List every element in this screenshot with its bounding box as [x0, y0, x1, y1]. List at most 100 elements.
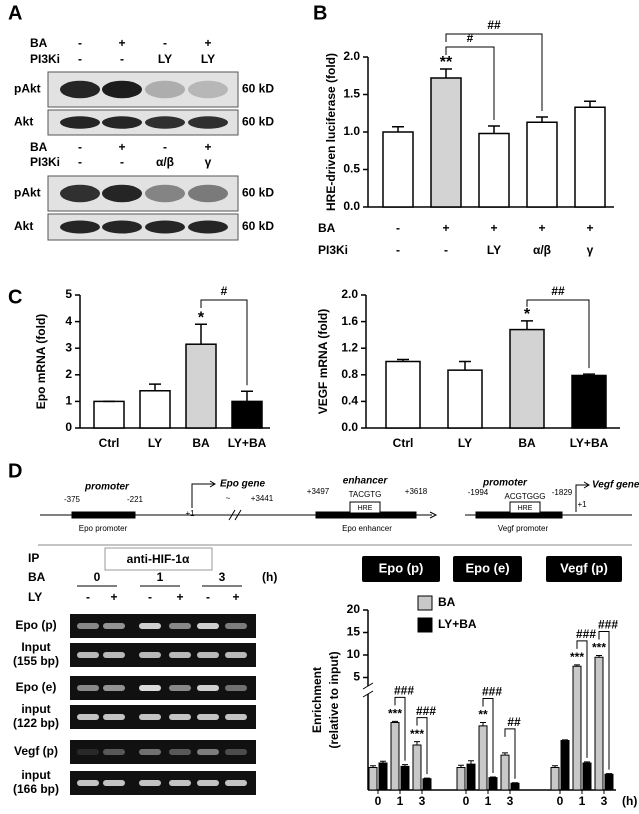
diagram-label: +3441	[251, 494, 274, 503]
x-tick-label: Ctrl	[99, 436, 120, 450]
gel-band	[169, 749, 191, 755]
blot-band	[188, 116, 228, 129]
error-bar	[502, 752, 508, 756]
gel-band	[225, 749, 247, 755]
time-label: 1	[157, 570, 164, 584]
x-tick-label: BA	[518, 436, 536, 450]
ip-label: IP	[28, 551, 39, 565]
error-bar	[380, 760, 386, 763]
diagram-label: -375	[64, 495, 81, 504]
diagram-label: Epo enhancer	[342, 524, 392, 533]
y-tick-label: 1.2	[341, 340, 358, 354]
condition-value: -	[444, 243, 448, 257]
blot-band	[102, 116, 142, 129]
condition-label: BA	[30, 140, 48, 154]
x-tick-label: 3	[601, 794, 608, 808]
bar	[447, 369, 483, 429]
group-header: Epo (p)	[379, 560, 424, 575]
gel-band	[169, 652, 191, 658]
group-header-box	[546, 556, 622, 582]
bar	[594, 656, 604, 791]
band-size: 60 kD	[242, 186, 274, 200]
condition-value: -	[78, 155, 82, 169]
significance-star: *	[524, 306, 531, 323]
gel-row-size: (166 bp)	[13, 782, 59, 796]
blot-band	[102, 220, 142, 234]
error-bar	[490, 776, 496, 778]
condition-value: +	[204, 140, 211, 154]
gel-band	[197, 685, 219, 691]
error-bar	[195, 323, 207, 345]
significance-bracket	[445, 46, 495, 120]
gel-band	[169, 780, 191, 786]
legend-swatch	[417, 595, 433, 611]
ly-state: -	[86, 590, 90, 604]
condition-value: -	[163, 140, 167, 154]
bar	[478, 725, 488, 791]
bar	[604, 773, 614, 791]
condition-value: γ	[205, 155, 212, 169]
bar	[385, 360, 421, 429]
gel-row-label: Vegf (p)	[14, 744, 58, 758]
bar	[574, 106, 606, 208]
diagram-label: Epo gene	[220, 479, 265, 490]
gel-row-label: input	[21, 702, 50, 716]
bar	[139, 390, 171, 429]
y-tick-label: 2	[65, 367, 72, 381]
significance-star: **	[478, 708, 488, 722]
error-bar	[596, 654, 602, 658]
y-tick-label: 0.0	[343, 199, 360, 213]
bar	[456, 767, 466, 791]
significance-bracket	[394, 696, 406, 761]
error-bar	[149, 383, 161, 391]
gel-band	[103, 714, 125, 720]
epo-tss-arrow	[191, 480, 216, 508]
blot-band	[60, 116, 100, 129]
condition-value: +	[586, 221, 593, 235]
legend-label: LY+BA	[438, 617, 477, 631]
axis-break	[362, 682, 374, 698]
bar	[368, 767, 378, 791]
ly-label: LY	[28, 590, 42, 604]
bar	[572, 665, 582, 791]
bar	[500, 754, 510, 791]
x-tick-label: LY	[148, 436, 162, 450]
error-bar	[488, 125, 500, 134]
condition-value: -	[78, 52, 82, 66]
bar	[550, 767, 560, 791]
significance-bracket	[598, 630, 610, 770]
error-bar	[562, 739, 568, 741]
panel-label: C	[8, 286, 22, 308]
gel-band	[103, 623, 125, 629]
x-tick-label: 1	[397, 794, 404, 808]
error-bar	[574, 664, 580, 667]
significance-hash: ##	[487, 18, 501, 32]
y-axis-label: Epo mRNA (fold)	[34, 314, 48, 410]
legend-swatch	[417, 617, 433, 633]
condition-value: α/β	[533, 243, 551, 257]
gel-band	[77, 623, 99, 629]
gel-row-label: input	[21, 768, 50, 782]
gel-band	[225, 685, 247, 691]
gel-band	[139, 623, 161, 629]
diagram-label: Vegf promoter	[498, 524, 549, 533]
condition-value: +	[490, 221, 497, 235]
gel-band	[77, 685, 99, 691]
gel-band	[197, 749, 219, 755]
diagram-label: +1	[577, 500, 587, 509]
bar	[400, 765, 410, 791]
significance-hash: ###	[576, 627, 596, 641]
error-bar	[521, 320, 533, 330]
diagram-label: Epo promoter	[79, 524, 128, 533]
gel-band	[103, 780, 125, 786]
diagram-label: HRE	[358, 505, 373, 512]
gel-band	[103, 749, 125, 755]
gel-band	[225, 780, 247, 786]
x-tick-label: 1	[579, 794, 586, 808]
gel-strip	[70, 676, 256, 700]
y-tick-label: 0.4	[341, 394, 358, 408]
error-bar	[480, 722, 486, 726]
y-tick-label: 2.0	[343, 49, 360, 63]
gel-band	[225, 714, 247, 720]
condition-value: +	[118, 140, 125, 154]
